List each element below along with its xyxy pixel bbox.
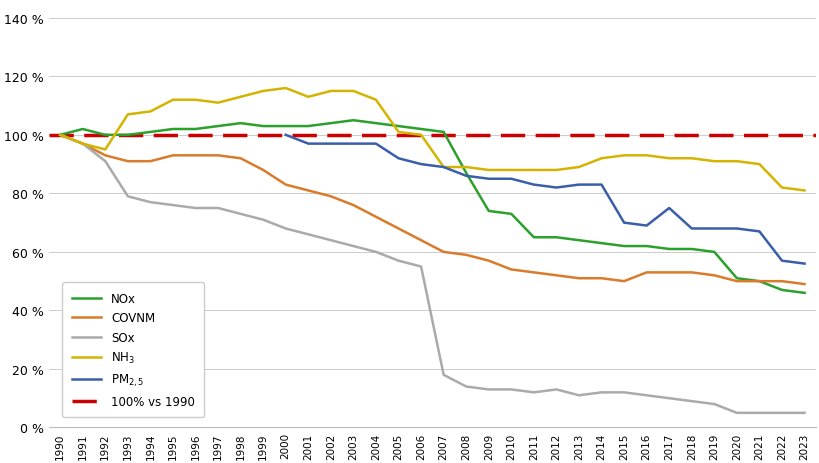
Legend: NOx, COVNM, SOx, NH$_3$, PM$_{2,5}$, 100% vs 1990: NOx, COVNM, SOx, NH$_3$, PM$_{2,5}$, 100… <box>62 283 204 418</box>
